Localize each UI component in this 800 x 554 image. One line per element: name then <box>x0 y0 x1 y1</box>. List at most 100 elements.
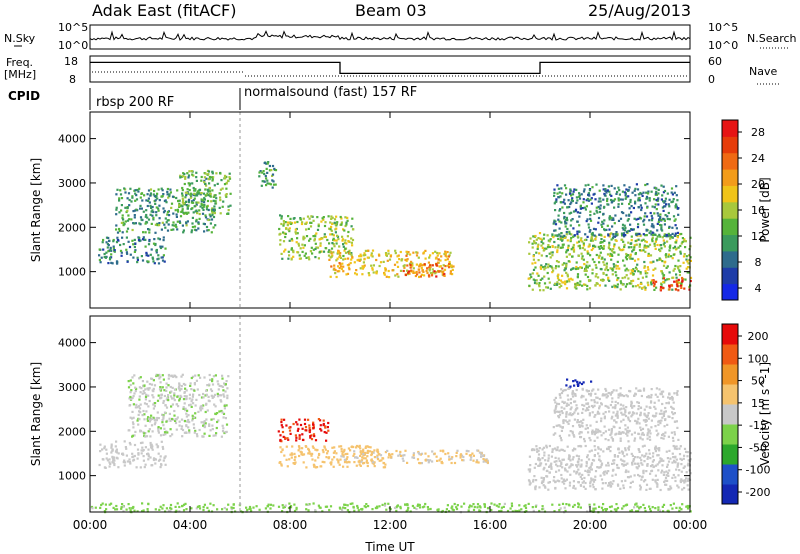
echo-cell <box>637 462 640 465</box>
echo-cell <box>185 222 188 225</box>
echo-cell <box>284 232 287 235</box>
echo-cell <box>406 508 409 512</box>
echo-cell <box>154 402 157 405</box>
echo-cell <box>330 225 333 228</box>
echo-cell <box>228 177 232 180</box>
echo-cell <box>115 504 118 508</box>
echo-cell <box>347 230 350 234</box>
echo-cell <box>208 423 211 426</box>
echo-cell <box>580 431 583 434</box>
echo-cell <box>537 464 540 467</box>
echo-cell <box>584 398 588 401</box>
echo-cell <box>561 243 564 246</box>
echo-cell <box>323 431 326 434</box>
echo-cell <box>296 220 299 224</box>
echo-cell <box>581 388 584 391</box>
echo-cell <box>572 248 576 251</box>
echo-cell <box>190 405 193 408</box>
echo-cell <box>629 200 632 204</box>
echo-cell <box>608 243 611 246</box>
echo-cell <box>616 463 619 467</box>
echo-cell <box>662 277 666 280</box>
echo-cell <box>307 452 310 455</box>
echo-cell <box>94 506 97 509</box>
echo-cell <box>338 463 341 466</box>
echo-cell <box>656 395 659 398</box>
echo-cell <box>535 238 538 241</box>
echo-cell <box>173 224 176 227</box>
echo-cell <box>612 425 615 428</box>
echo-cell <box>299 247 302 250</box>
echo-cell <box>156 197 159 200</box>
echo-cell <box>675 227 678 230</box>
echo-cell <box>575 407 578 410</box>
echo-cell <box>556 446 559 449</box>
echo-cell <box>646 432 649 435</box>
freq-label-line1: Freq. <box>6 56 33 69</box>
echo-cell <box>288 458 291 461</box>
echo-cell <box>203 376 206 379</box>
echo-cell <box>574 409 577 412</box>
echo-cell <box>151 214 154 217</box>
echo-cell <box>599 460 602 463</box>
echo-cell <box>553 398 556 402</box>
echo-cell <box>135 198 139 201</box>
echo-cell <box>172 228 175 231</box>
echo-cell <box>387 456 390 459</box>
echo-cell <box>676 463 679 467</box>
echo-cell <box>282 224 285 227</box>
echo-cell <box>132 210 135 213</box>
echo-cell <box>595 235 598 238</box>
echo-cell <box>403 264 406 267</box>
echo-cell <box>565 463 568 466</box>
echo-cell <box>554 401 557 404</box>
echo-cell <box>639 282 642 285</box>
echo-cell <box>294 434 297 437</box>
echo-cell <box>209 502 212 505</box>
echo-cell <box>134 406 137 409</box>
echo-cell <box>126 227 130 230</box>
echo-cell <box>326 426 329 429</box>
echo-cell <box>187 192 190 195</box>
echo-cell <box>668 449 671 452</box>
echo-cell <box>142 455 145 458</box>
echo-cell <box>675 420 678 423</box>
echo-cell <box>416 273 419 276</box>
echo-cell <box>646 434 649 437</box>
echo-cell <box>621 202 624 205</box>
sky-panel: N.Sky 10^5 10^0 10^5 10^0 N.Search <box>4 21 797 52</box>
echo-cell <box>586 427 589 430</box>
echo-cell <box>658 233 661 236</box>
echo-cell <box>575 404 578 407</box>
echo-cell <box>619 458 623 461</box>
echo-cell <box>323 235 326 238</box>
echo-cell <box>605 191 608 194</box>
echo-cell <box>636 510 639 513</box>
echo-cell <box>266 171 269 174</box>
echo-cell <box>318 238 321 241</box>
echo-cell <box>436 251 439 255</box>
cpid-mode-1: rbsp 200 RF <box>96 95 174 110</box>
echo-cell <box>152 387 155 390</box>
echo-cell <box>511 510 514 513</box>
echo-cell <box>647 192 650 195</box>
echo-cell <box>333 245 336 248</box>
echo-cell <box>199 193 202 196</box>
echo-cell <box>150 446 153 449</box>
echo-cell <box>340 267 344 271</box>
echo-cell <box>571 390 574 393</box>
echo-cell <box>670 187 674 190</box>
echo-cell <box>145 213 148 217</box>
echo-cell <box>544 486 547 489</box>
echo-cell <box>197 227 200 230</box>
echo-cell <box>643 244 646 247</box>
echo-cell <box>191 216 194 219</box>
echo-cell <box>284 248 287 251</box>
echo-cell <box>620 411 623 414</box>
echo-cell <box>632 268 635 271</box>
echo-cell <box>667 488 670 491</box>
echo-cell <box>338 270 341 273</box>
echo-cell <box>309 221 312 224</box>
echo-cell <box>222 427 225 430</box>
echo-cell <box>524 506 528 509</box>
